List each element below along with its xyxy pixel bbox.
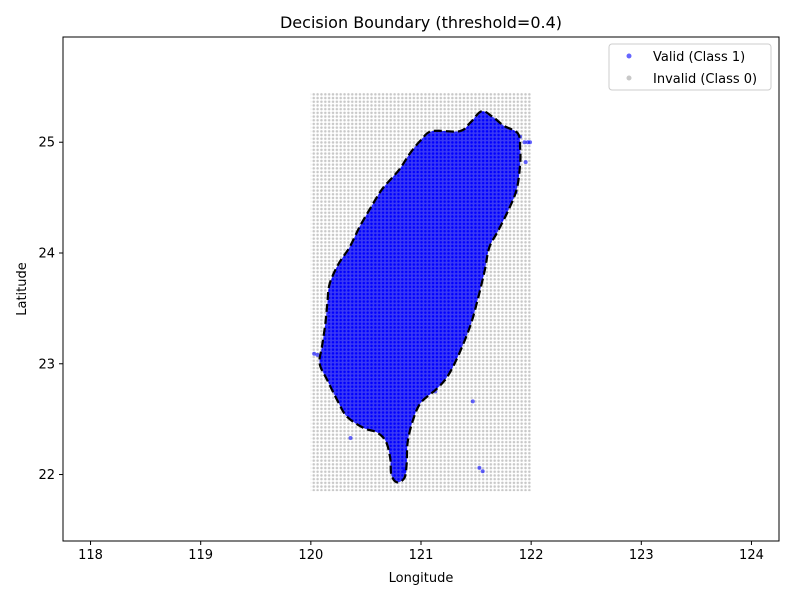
legend-box [608,43,772,91]
legend-label-invalid: Invalid (Class 0) [653,72,757,87]
valid-outlier-point [480,469,485,474]
valid-outlier-point [315,352,320,357]
y-tick-label: 22 [38,468,55,483]
legend-label-valid: Valid (Class 1) [653,50,745,65]
legend: Valid (Class 1) Invalid (Class 0) [608,43,772,91]
valid-outlier-point [528,140,533,145]
decision-boundary-line [318,109,522,484]
valid-region [319,111,521,483]
x-tick-label: 120 [298,548,323,563]
x-tick-label: 122 [519,548,544,563]
x-axis-ticks: 118 119 120 121 122 123 124 [78,541,764,563]
valid-outlier-point [348,435,353,440]
y-axis-label: Latitude [15,262,30,316]
x-tick-label: 121 [409,548,434,563]
valid-outlier-point [523,160,528,165]
x-axis-label: Longitude [389,571,454,586]
valid-outlier-point [522,140,527,145]
y-axis-ticks: 22 23 24 25 [38,136,63,483]
valid-outlier-point [312,351,317,356]
plot-area [310,92,533,492]
y-tick-label: 24 [38,247,55,262]
y-tick-label: 25 [38,136,55,151]
y-tick-label: 23 [38,357,55,372]
legend-marker-valid [626,53,632,59]
chart-title: Decision Boundary (threshold=0.4) [280,13,562,32]
valid-outlier-point [477,465,482,470]
legend-marker-invalid [626,75,632,81]
x-tick-label: 119 [188,548,213,563]
x-tick-label: 118 [78,548,103,563]
x-tick-label: 123 [629,548,654,563]
x-tick-label: 124 [739,548,764,563]
valid-outlier-point [470,399,475,404]
